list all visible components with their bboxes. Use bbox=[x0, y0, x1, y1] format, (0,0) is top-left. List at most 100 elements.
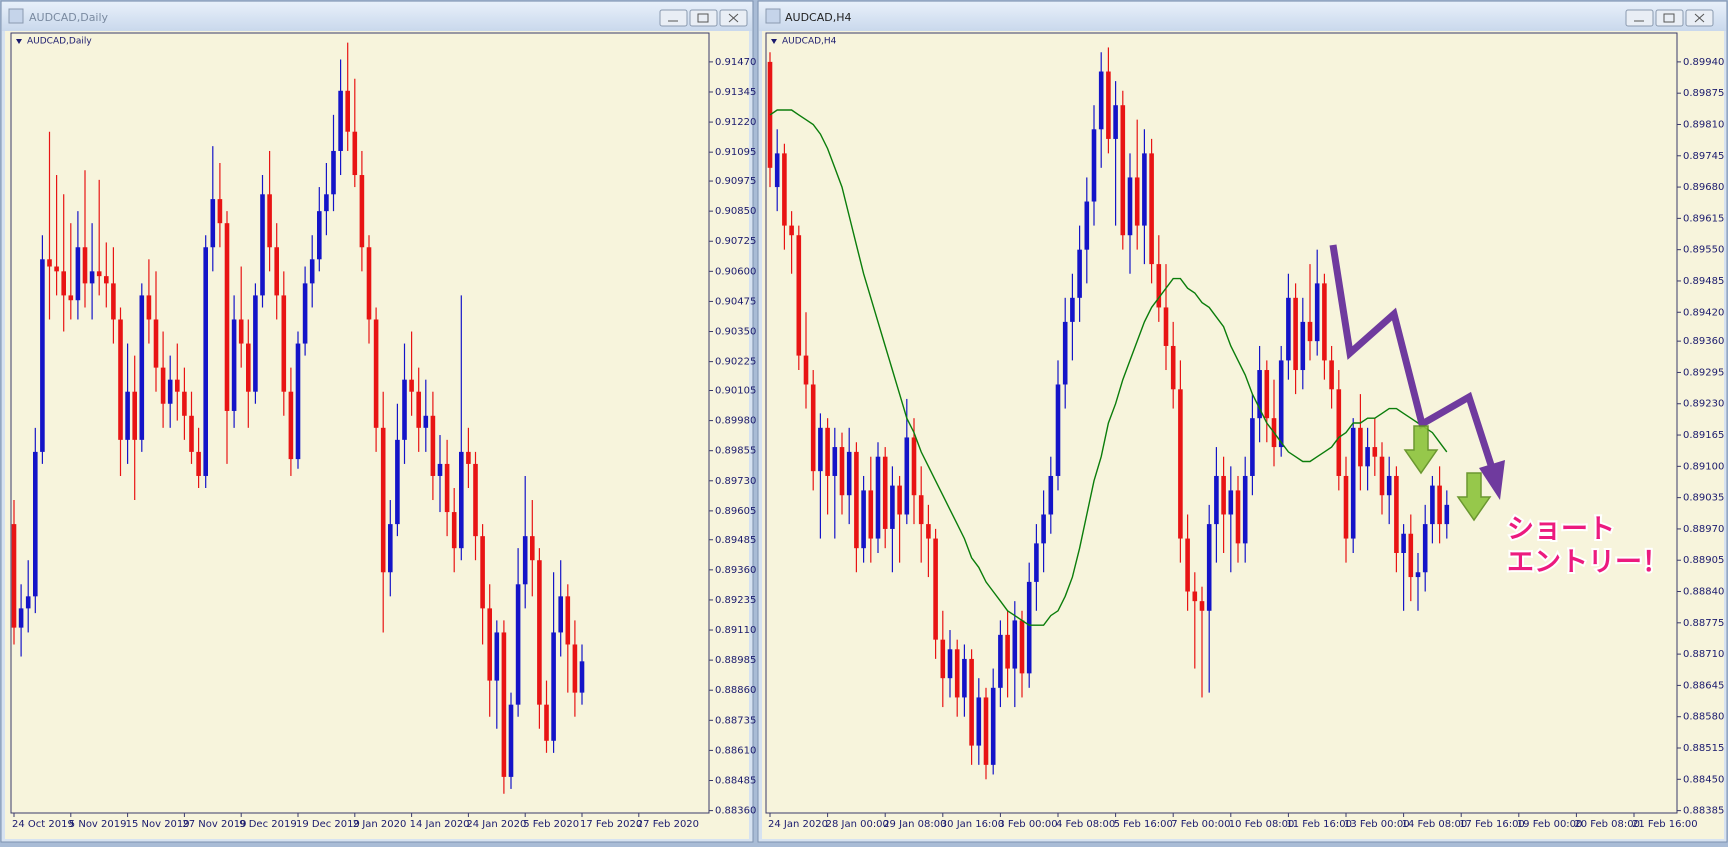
candle-body bbox=[544, 704, 549, 741]
candle-body bbox=[558, 596, 563, 633]
y-tick-label: 0.89110 bbox=[715, 625, 756, 636]
candle-body bbox=[1300, 321, 1306, 371]
candle-body bbox=[160, 367, 166, 404]
candle-body bbox=[68, 295, 74, 301]
candle-body bbox=[818, 427, 823, 472]
candle-body bbox=[451, 512, 457, 549]
y-tick-label: 0.91345 bbox=[715, 87, 756, 98]
candle-body bbox=[217, 199, 223, 224]
candle-body bbox=[317, 211, 322, 260]
candle-body bbox=[1178, 389, 1183, 539]
candle-body bbox=[1336, 389, 1342, 476]
candle-body bbox=[926, 524, 931, 539]
candle-body bbox=[882, 456, 888, 529]
candle-body bbox=[998, 634, 1003, 688]
y-tick-label: 0.88450 bbox=[1683, 774, 1724, 785]
candle-body bbox=[25, 596, 31, 609]
candle-body bbox=[1091, 129, 1097, 202]
candle-body bbox=[825, 427, 830, 476]
y-tick-label: 0.89295 bbox=[1683, 367, 1724, 378]
x-tick-label: 13 Feb 00:00 bbox=[1344, 819, 1410, 830]
candle-body bbox=[1041, 514, 1046, 544]
candle-body bbox=[1278, 360, 1284, 448]
x-tick-label: 14 Feb 08:00 bbox=[1402, 819, 1468, 830]
candle-body bbox=[430, 415, 436, 476]
candle-body bbox=[522, 536, 528, 585]
chart-title: AUDCAD,Daily bbox=[27, 37, 92, 47]
candle-body bbox=[302, 283, 308, 344]
candle-body bbox=[480, 536, 485, 609]
candle-body bbox=[530, 536, 535, 561]
candle-body bbox=[104, 276, 109, 284]
candle-body bbox=[1322, 283, 1327, 361]
candle-body bbox=[1379, 456, 1385, 496]
candle-body bbox=[1019, 620, 1025, 674]
candle-body bbox=[983, 697, 989, 765]
y-tick-label: 0.91470 bbox=[715, 57, 756, 68]
candle-body bbox=[1343, 475, 1349, 539]
x-tick-label: 20 Feb 08:00 bbox=[1574, 819, 1640, 830]
candle-body bbox=[947, 649, 953, 679]
candle-body bbox=[494, 632, 500, 681]
x-tick-label: 29 Jan 08:00 bbox=[883, 819, 946, 830]
candle-body bbox=[409, 379, 414, 392]
y-tick-label: 0.88515 bbox=[1683, 743, 1724, 754]
y-tick-label: 0.88610 bbox=[715, 745, 756, 756]
candle-body bbox=[423, 415, 429, 428]
candle-body bbox=[324, 194, 329, 212]
y-tick-label: 0.89940 bbox=[1683, 57, 1724, 68]
candle-body bbox=[331, 150, 336, 195]
candle-body bbox=[1106, 71, 1111, 139]
window-icon bbox=[765, 8, 781, 24]
candle-body bbox=[940, 639, 946, 679]
x-tick-label: 5 Nov 2019 bbox=[69, 819, 127, 830]
y-tick-label: 0.88775 bbox=[1683, 618, 1724, 629]
candle-body bbox=[810, 384, 816, 472]
candle-body bbox=[551, 632, 556, 741]
candle-body bbox=[832, 447, 838, 476]
y-tick-label: 0.89875 bbox=[1683, 88, 1724, 99]
candle-body bbox=[1286, 297, 1291, 361]
window-buttons[interactable] bbox=[659, 9, 1714, 27]
y-tick-label: 0.89360 bbox=[1683, 336, 1724, 347]
candle-body bbox=[890, 485, 895, 529]
candle-body bbox=[33, 451, 38, 597]
candle-body bbox=[933, 538, 938, 640]
candle-body bbox=[537, 560, 542, 705]
y-tick-label: 0.89615 bbox=[1683, 213, 1724, 224]
candle-body bbox=[1221, 475, 1226, 515]
y-tick-label: 0.89420 bbox=[1683, 307, 1724, 318]
candle-body bbox=[969, 658, 974, 746]
window-title: AUDCAD,Daily bbox=[29, 11, 109, 24]
candle-body bbox=[182, 391, 187, 416]
candle-body bbox=[1422, 524, 1428, 573]
candle-body bbox=[395, 439, 400, 525]
moving-average bbox=[769, 109, 1448, 626]
x-tick-label: 17 Feb 16:00 bbox=[1459, 819, 1525, 830]
candle-body bbox=[565, 596, 571, 645]
candle-body bbox=[774, 153, 780, 188]
candle-body bbox=[1192, 591, 1198, 602]
annotation-shapes bbox=[1329, 244, 1505, 522]
y-tick-label: 0.89680 bbox=[1683, 182, 1724, 193]
candle-body bbox=[1062, 321, 1068, 385]
candle-body bbox=[338, 90, 343, 151]
candle-body bbox=[345, 90, 350, 132]
x-tick-label: 17 Feb 2020 bbox=[580, 819, 642, 830]
y-tick-label: 0.89605 bbox=[715, 506, 756, 517]
y-tick-label: 0.88710 bbox=[1683, 649, 1724, 660]
candle-body bbox=[388, 524, 393, 573]
plot-frame bbox=[765, 32, 1678, 814]
y-tick-label: 0.90475 bbox=[715, 296, 756, 307]
y-tick-label: 0.89745 bbox=[1683, 151, 1724, 162]
candle-body bbox=[1415, 572, 1421, 578]
candle-body bbox=[231, 319, 237, 411]
plot-frame bbox=[10, 32, 710, 814]
y-tick-label: 0.91095 bbox=[715, 147, 756, 158]
y-tick-label: 0.90850 bbox=[715, 206, 756, 217]
x-tick-label: 24 Oct 2019 bbox=[12, 819, 74, 830]
candle-body bbox=[1228, 490, 1234, 515]
window-icon bbox=[8, 8, 24, 24]
x-tick-label: 4 Feb 08:00 bbox=[1056, 819, 1115, 830]
y-tick-label: 0.89980 bbox=[715, 416, 756, 427]
